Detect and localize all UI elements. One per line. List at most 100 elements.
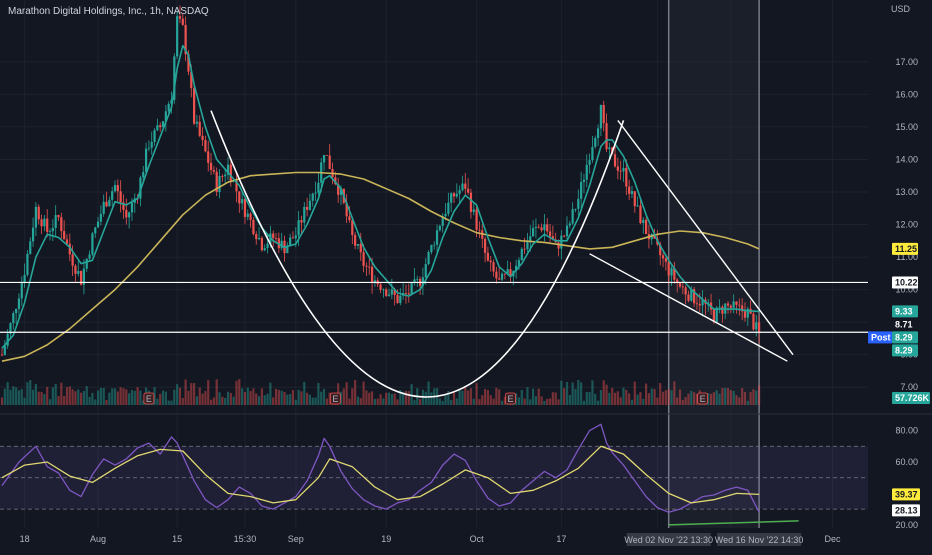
- candle-body: [410, 282, 413, 295]
- volume-bar: [548, 398, 552, 405]
- candle-body: [492, 262, 495, 272]
- volume-bar: [212, 397, 215, 405]
- candle-body: [622, 167, 625, 172]
- volume-bar: [712, 392, 715, 405]
- price-tag: [892, 242, 918, 255]
- candle-body: [577, 198, 580, 209]
- volume-bar: [370, 391, 374, 405]
- rsi-axis-tick-label: 20.00: [895, 520, 918, 530]
- candle-body: [354, 234, 357, 246]
- candle-body: [212, 169, 215, 172]
- candle-body: [520, 248, 523, 261]
- volume-bar: [130, 390, 134, 405]
- volume-bar: [475, 383, 478, 405]
- symbol-title: Marathon Digital Holdings, Inc., 1h, NAS…: [8, 6, 209, 17]
- volume-bar: [534, 396, 538, 405]
- candle-body: [187, 54, 190, 72]
- candle-body: [88, 254, 91, 259]
- candle-body: [741, 305, 744, 312]
- volume-bar: [379, 394, 382, 405]
- volume-bar: [63, 395, 66, 405]
- rsi-ma-line: [1, 445, 760, 504]
- earnings-marker-label: E: [146, 394, 152, 404]
- volume-bar: [659, 383, 662, 405]
- volume-bar: [407, 391, 410, 405]
- volume-bar: [596, 400, 600, 405]
- candle-body: [82, 268, 86, 285]
- volume-bar: [111, 388, 114, 405]
- volume-bar: [503, 396, 506, 405]
- volume-bar: [721, 387, 724, 405]
- volume-bar: [382, 398, 385, 405]
- candle-body: [260, 237, 263, 251]
- volume-bar: [294, 399, 297, 405]
- candle-body: [738, 304, 741, 306]
- volume-bar: [368, 392, 371, 405]
- candle-body: [537, 226, 540, 228]
- candle-body: [565, 225, 569, 237]
- volume-bar: [396, 399, 399, 405]
- price-tag: [892, 276, 918, 289]
- volume-bar: [260, 388, 263, 405]
- selection-range: [668, 0, 760, 528]
- candle-body: [57, 215, 60, 218]
- volume-bar: [0, 397, 4, 405]
- candle-body: [695, 303, 699, 305]
- candle-body: [673, 268, 676, 280]
- candle-body: [500, 273, 504, 280]
- candle-body: [311, 193, 314, 201]
- volume-bar: [269, 382, 272, 405]
- candle-body: [447, 202, 450, 214]
- candle-body: [322, 155, 326, 163]
- price-tag: [892, 305, 918, 318]
- candle-body: [111, 191, 114, 200]
- candle-body: [721, 306, 724, 314]
- volume-bar: [707, 393, 710, 405]
- volume-bar: [96, 390, 100, 405]
- candle-body: [599, 104, 602, 129]
- volume-bar: [232, 396, 235, 405]
- candle-body: [642, 219, 645, 224]
- earnings-marker: [697, 392, 708, 405]
- volume-bar: [133, 390, 136, 405]
- volume-bar: [554, 392, 557, 405]
- candle-body: [71, 254, 74, 266]
- candle-body: [85, 258, 88, 269]
- volume-bar: [48, 399, 52, 405]
- volume-bar: [438, 398, 441, 405]
- candle-body: [252, 219, 255, 235]
- volume-bar: [647, 393, 651, 405]
- volume-bar: [616, 391, 619, 405]
- candle-body: [585, 164, 588, 180]
- volume-bar: [128, 393, 131, 405]
- candle-body: [382, 289, 385, 291]
- volume-bar: [664, 390, 667, 405]
- volume-bar: [280, 390, 283, 405]
- candle-body: [619, 170, 622, 172]
- volume-bar: [447, 390, 450, 405]
- volume-bar: [613, 392, 617, 405]
- volume-bar: [345, 382, 348, 405]
- candle-body: [684, 287, 687, 295]
- candle-body: [159, 125, 162, 128]
- volume-bar: [726, 388, 730, 405]
- candle-body: [130, 202, 134, 213]
- candle-body: [280, 240, 283, 249]
- candle-body: [6, 333, 9, 346]
- volume-bar: [348, 398, 351, 405]
- candle-body: [602, 104, 605, 124]
- candle-body: [435, 230, 439, 245]
- candle-body: [300, 220, 303, 223]
- volume-bar: [650, 388, 653, 405]
- volume-bar: [241, 388, 244, 405]
- candle-body: [181, 18, 184, 25]
- candle-body: [351, 220, 354, 235]
- volume-bar: [670, 390, 673, 405]
- volume-bar: [218, 392, 221, 405]
- candle-body: [458, 190, 461, 194]
- rsi-axis-tick-label: 80.00: [895, 426, 918, 436]
- volume-bar: [17, 390, 21, 405]
- volume-bar: [681, 400, 684, 405]
